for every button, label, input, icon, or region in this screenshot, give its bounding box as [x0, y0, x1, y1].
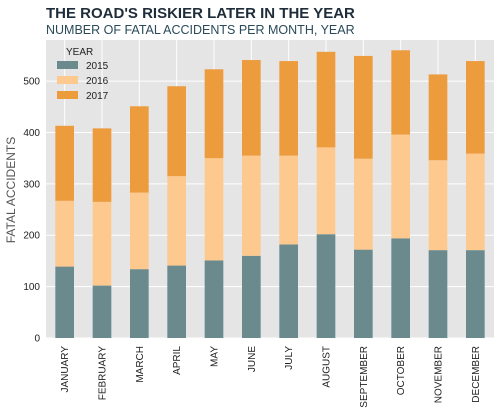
chart-subtitle: NUMBER OF FATAL ACCIDENTS PER MONTH, YEA… [46, 23, 355, 37]
legend-label-2016: 2016 [86, 76, 109, 87]
x-tick-label: MARCH [135, 346, 146, 383]
y-tick-label: 300 [23, 179, 40, 190]
bar-segment-2015-february [92, 285, 112, 338]
bar-segment-2017-december [466, 61, 485, 154]
bar-segment-2016-july [279, 155, 298, 245]
legend-title: YEAR [66, 47, 93, 58]
x-tick-label: APRIL [172, 346, 183, 375]
x-tick-label: FEBRUARY [98, 346, 109, 401]
plot-area [46, 40, 494, 338]
chart-title: THE ROAD'S RISKIER LATER IN THE YEAR [46, 5, 355, 22]
bar-segment-2016-october [391, 134, 410, 239]
y-axis-label: FATAL ACCIDENTS [4, 137, 18, 243]
bar-segment-2017-june [242, 60, 261, 156]
bar-segment-2017-february [92, 128, 112, 202]
bar-segment-2015-november [428, 250, 448, 338]
x-axis-ticks: JANUARY FEBRUARY MARCH APRIL MAY JUNE JULY AUGU… [60, 346, 482, 408]
bar-segment-2015-august [316, 234, 336, 338]
legend-label-2015: 2015 [86, 61, 109, 72]
bar-segment-2015-september [354, 249, 373, 338]
bar-segment-2015-january [55, 266, 74, 338]
y-tick-label: 100 [23, 282, 40, 293]
bars-group [55, 50, 485, 338]
y-tick-label: 500 [23, 77, 40, 88]
legend-swatch-2016 [57, 76, 78, 84]
bar-segment-2017-july [279, 61, 298, 156]
bar-segment-2015-june [242, 255, 261, 338]
bar-segment-2017-august [316, 51, 336, 148]
x-tick-label: AUGUST [322, 346, 333, 388]
y-tick-label: 400 [23, 128, 40, 139]
bar-segment-2016-march [130, 192, 149, 270]
bar-segment-2015-december [466, 250, 485, 338]
legend-label-2017: 2017 [86, 91, 109, 102]
bar-segment-2015-july [279, 244, 298, 338]
bar-segment-2017-november [428, 74, 448, 161]
bar-segment-2017-january [55, 125, 74, 201]
legend: YEAR 2015 2016 2017 [57, 47, 109, 102]
x-tick-label: DECEMBER [471, 346, 482, 403]
bar-segment-2016-may [204, 158, 224, 261]
y-tick-label: 200 [23, 231, 40, 242]
x-tick-label: JULY [284, 346, 295, 370]
bar-segment-2016-september [354, 158, 373, 250]
x-tick-label: JANUARY [60, 346, 71, 393]
legend-swatch-2017 [57, 91, 78, 99]
bar-segment-2016-august [316, 147, 336, 235]
bar-segment-2017-october [391, 50, 410, 135]
legend-swatch-2015 [57, 61, 78, 69]
bar-segment-2015-march [130, 269, 149, 338]
y-tick-label: 0 [34, 334, 40, 345]
x-tick-label: NOVEMBER [434, 346, 445, 403]
bar-segment-2016-june [242, 155, 261, 256]
bar-segment-2017-march [130, 106, 149, 193]
bar-segment-2016-february [92, 201, 112, 286]
bar-segment-2015-october [391, 238, 410, 338]
bar-segment-2015-april [167, 265, 186, 338]
bar-segment-2015-may [204, 260, 224, 338]
x-tick-label: OCTOBER [396, 346, 407, 395]
bar-segment-2017-may [204, 69, 224, 159]
bar-segment-2016-november [428, 160, 448, 251]
y-axis-ticks: 0 100 200 300 400 500 [23, 77, 40, 345]
bar-segment-2016-april [167, 176, 186, 266]
bar-segment-2016-december [466, 153, 485, 251]
x-tick-label: JUNE [247, 346, 258, 372]
bar-segment-2017-april [167, 86, 186, 177]
x-tick-label: MAY [210, 346, 221, 367]
bar-segment-2016-january [55, 200, 74, 267]
x-tick-label: SEPTEMBER [359, 346, 370, 408]
bar-segment-2017-september [354, 55, 373, 159]
